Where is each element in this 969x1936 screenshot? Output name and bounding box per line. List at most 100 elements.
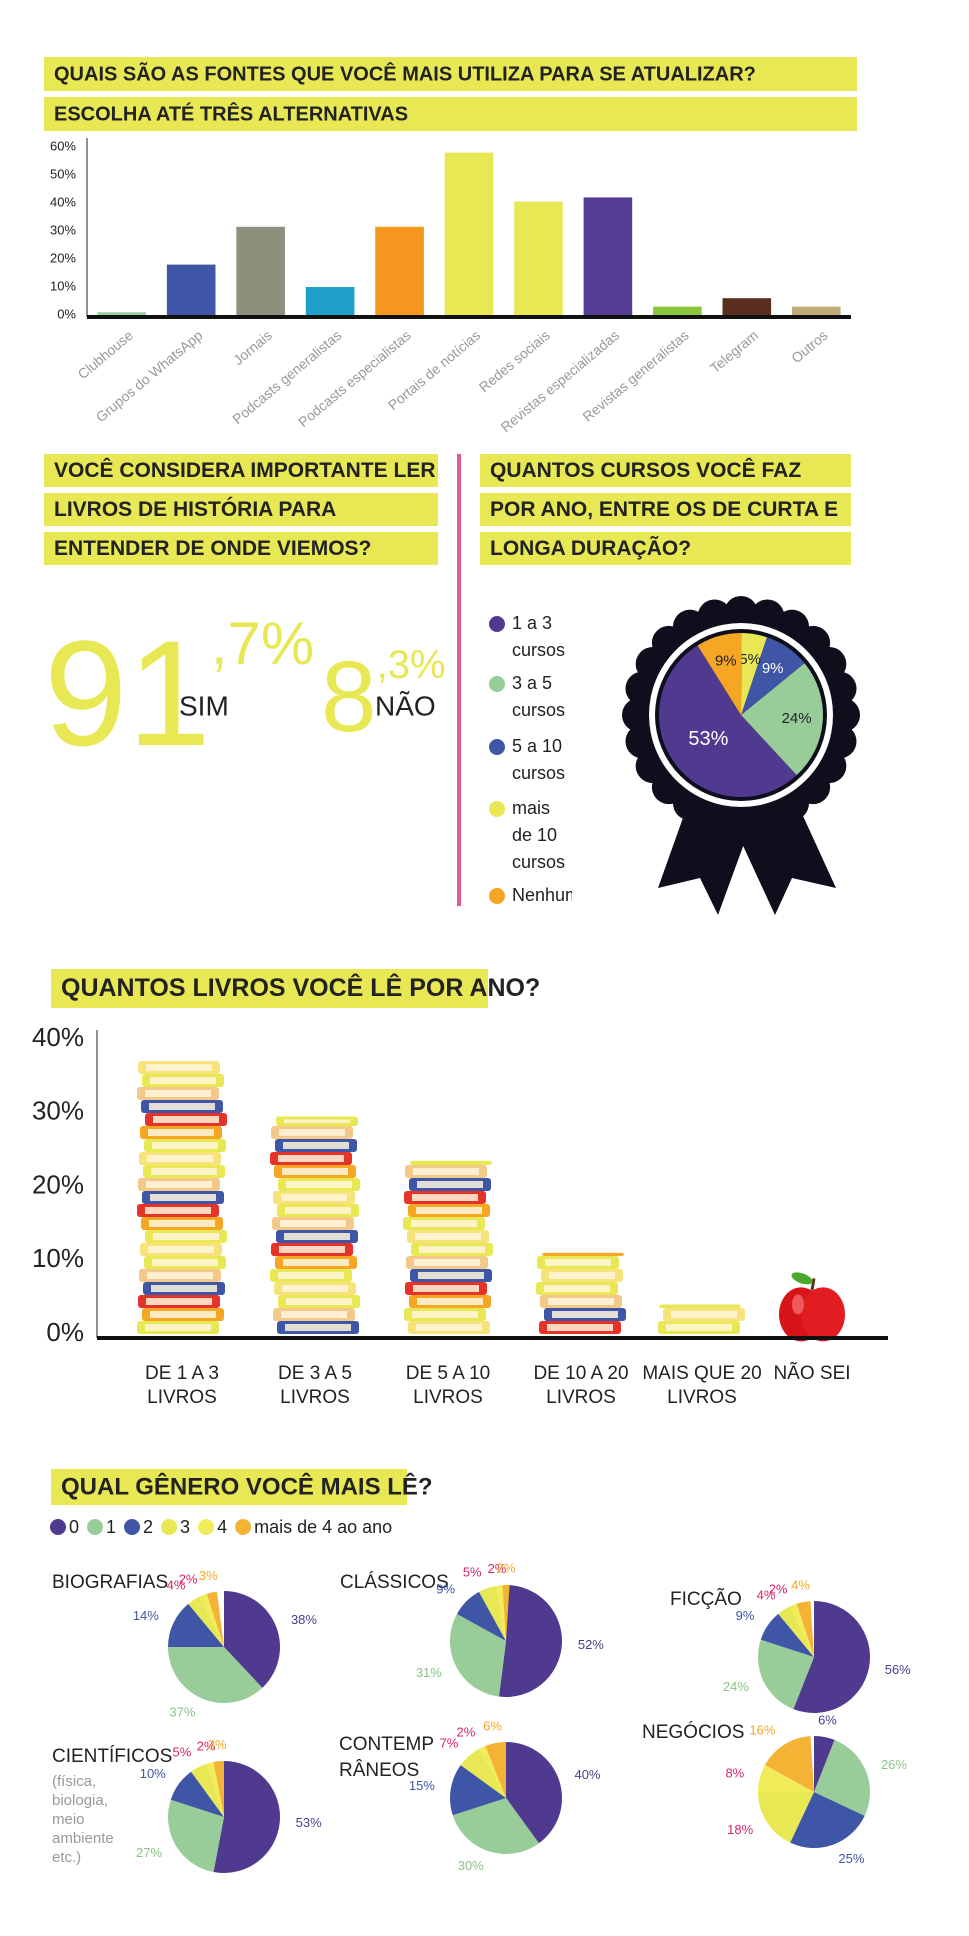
book-pages bbox=[146, 1181, 212, 1188]
book-pages bbox=[150, 1311, 216, 1318]
slice-label: 38% bbox=[291, 1612, 317, 1627]
stat-value: 8,3% bbox=[321, 641, 446, 753]
pie-slice bbox=[498, 1585, 562, 1698]
slice-label: 56% bbox=[885, 1662, 911, 1677]
chart-title: VOCÊ CONSIDERA IMPORTANTE LER bbox=[54, 458, 436, 482]
legend-swatch bbox=[50, 1519, 66, 1535]
book-pages bbox=[285, 1207, 351, 1214]
pie-slice bbox=[168, 1799, 224, 1873]
legend-swatch bbox=[124, 1519, 141, 1535]
y-tick-label: 30% bbox=[50, 222, 76, 237]
chart-title: QUAL GÊNERO VOCÊ MAIS LÊ? bbox=[61, 1472, 433, 1500]
x-tick-label-box: DE 1 A 3 LIVROS bbox=[145, 1363, 219, 1408]
bar bbox=[722, 298, 772, 315]
book-pages bbox=[148, 1246, 214, 1253]
book-pages bbox=[146, 1298, 212, 1305]
y-tick-label: 40% bbox=[50, 194, 76, 209]
legend-label: mais de 10 cursos bbox=[512, 798, 566, 872]
stat-value: 91,7% bbox=[44, 609, 314, 777]
slice-label: 9% bbox=[436, 1582, 455, 1597]
pie-slice bbox=[697, 633, 742, 715]
pie-slice bbox=[790, 1792, 865, 1849]
book-pages bbox=[547, 1324, 613, 1331]
legend-label: 4 bbox=[217, 1517, 227, 1537]
legend-swatch bbox=[489, 616, 505, 632]
legend-swatch bbox=[489, 676, 505, 692]
book-pages bbox=[281, 1194, 347, 1201]
y-tick-label: 20% bbox=[32, 1169, 84, 1199]
pie-slice bbox=[450, 1614, 506, 1697]
slice-label: 9% bbox=[762, 660, 784, 677]
panel-title-box: FICÇÃO bbox=[670, 1589, 742, 1610]
slice-label: 2% bbox=[179, 1571, 198, 1586]
bar bbox=[375, 226, 424, 315]
slice-label: 53% bbox=[296, 1815, 322, 1830]
book-pages bbox=[414, 1259, 480, 1266]
bar bbox=[97, 312, 147, 315]
title-bar bbox=[51, 1469, 407, 1505]
pie-slice bbox=[206, 1591, 224, 1647]
chart-title: QUANTOS LIVROS VOCÊ LÊ POR ANO? bbox=[61, 972, 540, 1002]
x-tick-label-box: MAIS QUE 20 LIVROS bbox=[642, 1363, 761, 1408]
book-pages bbox=[284, 1233, 350, 1240]
book-pages bbox=[419, 1246, 485, 1253]
stat-label: SIM bbox=[179, 690, 229, 721]
pie-slice bbox=[213, 1761, 280, 1873]
y-tick-label: 10% bbox=[32, 1243, 84, 1273]
pie-slice bbox=[224, 1591, 281, 1688]
book-pages bbox=[148, 1129, 214, 1136]
book-pages bbox=[147, 1272, 213, 1279]
bar bbox=[583, 197, 633, 315]
pie-slice bbox=[449, 1765, 506, 1816]
title-bar bbox=[44, 454, 438, 487]
slice-label: 2% bbox=[488, 1561, 507, 1576]
x-tick-label-box: DE 10 A 20 LIVROS bbox=[533, 1363, 628, 1408]
slice-label: 8% bbox=[725, 1766, 744, 1781]
pie-slice bbox=[758, 1639, 814, 1710]
slice-label: 53% bbox=[688, 728, 728, 750]
book-pages bbox=[149, 1103, 215, 1110]
slice-label: 7% bbox=[440, 1735, 459, 1750]
apple-shine bbox=[792, 1294, 804, 1315]
panel-note-box: (física, biologia, meio ambiente etc.) bbox=[52, 1773, 114, 1866]
y-tick-label: 30% bbox=[32, 1096, 84, 1126]
panel-title: FICÇÃO bbox=[670, 1589, 742, 1610]
book-pages bbox=[282, 1285, 348, 1292]
slice-label: 37% bbox=[169, 1705, 195, 1720]
book bbox=[659, 1304, 741, 1308]
panel-note: (física, biologia, meio ambiente etc.) bbox=[52, 1773, 114, 1866]
panel-title-box: BIOGRAFIAS bbox=[52, 1572, 168, 1593]
x-tick-label-box: NÃO SEI bbox=[773, 1363, 850, 1384]
book-pages bbox=[150, 1077, 216, 1084]
book-pages bbox=[278, 1272, 344, 1279]
slice-label: 5% bbox=[463, 1565, 482, 1580]
legend-label-box: Nenhum bbox=[512, 885, 572, 905]
slice-label: 6% bbox=[483, 1719, 502, 1734]
slice-label: 18% bbox=[727, 1822, 753, 1837]
slice-label: 10% bbox=[140, 1766, 166, 1781]
panel-title: NEGÓCIOS bbox=[642, 1722, 745, 1743]
book-pages bbox=[145, 1207, 211, 1214]
book-pages bbox=[151, 1285, 217, 1292]
slice-label: 4% bbox=[791, 1578, 810, 1593]
chart-title: LONGA DURAÇÃO? bbox=[490, 537, 691, 560]
book-pages bbox=[552, 1311, 618, 1318]
book-pages bbox=[412, 1194, 478, 1201]
y-tick-label: 50% bbox=[50, 166, 76, 181]
book-pages bbox=[283, 1259, 349, 1266]
pie-slice bbox=[460, 1748, 506, 1798]
book-pages bbox=[282, 1168, 348, 1175]
apple-body bbox=[801, 1287, 845, 1342]
book-pages bbox=[417, 1298, 483, 1305]
slice-label: 52% bbox=[578, 1637, 604, 1652]
book-pages bbox=[286, 1181, 352, 1188]
pie-slice bbox=[658, 645, 797, 798]
book-pages bbox=[285, 1324, 351, 1331]
apple-stem bbox=[810, 1278, 816, 1291]
book-pages bbox=[150, 1194, 216, 1201]
book-pages bbox=[411, 1220, 477, 1227]
pie-slice bbox=[200, 1593, 224, 1647]
legend-label-box: 5 a 10 cursos bbox=[512, 736, 565, 783]
slice-label: 30% bbox=[458, 1858, 484, 1873]
